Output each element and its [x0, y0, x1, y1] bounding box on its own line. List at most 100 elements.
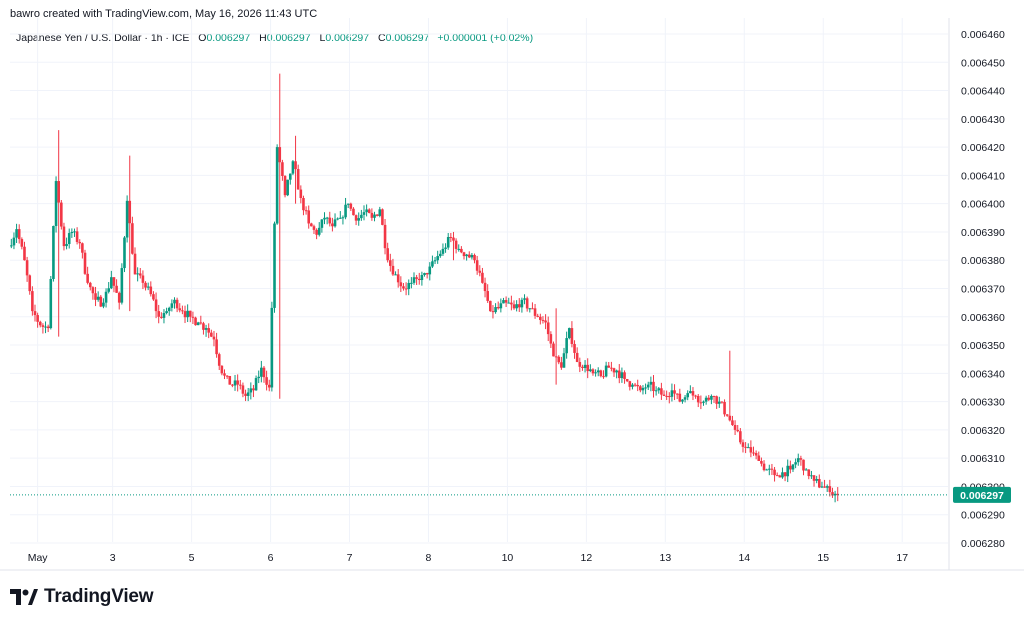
candle — [270, 301, 274, 392]
candle — [823, 479, 826, 488]
candle — [775, 472, 779, 477]
candle — [546, 316, 550, 342]
candle — [836, 487, 840, 502]
candle — [639, 385, 642, 393]
candle — [381, 208, 384, 226]
time-axis: May 3 5 6 7 8 10 12 13 14 15 17 — [0, 552, 1024, 571]
candle — [752, 446, 755, 456]
candle — [75, 227, 79, 245]
candle — [302, 195, 305, 216]
candle — [654, 386, 658, 396]
candle — [65, 237, 68, 250]
candle — [678, 388, 682, 403]
candle — [315, 228, 318, 240]
candle — [23, 241, 26, 261]
candle — [296, 164, 300, 190]
candle — [62, 222, 66, 251]
candle — [539, 313, 542, 325]
candle — [486, 284, 489, 303]
candle — [389, 253, 392, 272]
candle — [507, 297, 511, 304]
candle — [715, 395, 718, 409]
candle — [483, 277, 487, 298]
candle — [357, 212, 361, 226]
candle — [412, 272, 416, 285]
candle — [304, 206, 308, 215]
candle — [320, 219, 324, 233]
candle — [307, 205, 311, 229]
last-price-tag — [953, 486, 1011, 503]
candle — [636, 379, 640, 392]
candle — [454, 238, 458, 254]
candle — [815, 475, 818, 484]
candle — [473, 253, 476, 264]
candle — [810, 470, 813, 479]
candle — [160, 312, 163, 319]
candle — [541, 316, 545, 324]
candle — [275, 144, 279, 225]
candle — [186, 304, 189, 323]
candle — [667, 392, 671, 404]
candle — [33, 304, 37, 322]
candle — [573, 340, 576, 359]
candle — [523, 294, 526, 305]
candle — [757, 451, 761, 462]
candle — [665, 390, 668, 401]
candle — [610, 361, 613, 372]
candle — [210, 329, 213, 338]
x-tick-label: 3 — [110, 552, 116, 564]
candle — [165, 307, 168, 315]
candle — [465, 253, 468, 261]
candle — [425, 272, 429, 279]
candle — [494, 303, 497, 314]
candle — [478, 265, 482, 277]
candle — [191, 311, 195, 325]
candle — [457, 244, 461, 252]
candle — [786, 459, 790, 483]
candle — [607, 362, 611, 368]
candle — [49, 276, 53, 330]
x-tick-label: 12 — [581, 552, 593, 564]
y-tick-label: 0.006410 — [961, 170, 1005, 182]
candle — [470, 253, 474, 260]
candle — [231, 383, 234, 388]
candle — [115, 279, 118, 293]
candle — [723, 399, 726, 417]
candle — [225, 375, 229, 379]
candle — [157, 304, 161, 324]
candle — [617, 364, 621, 384]
candle — [104, 288, 108, 308]
candle — [254, 375, 258, 391]
x-tick-label: May — [28, 552, 49, 564]
candle — [346, 203, 350, 209]
candle — [36, 312, 39, 328]
high-label: H — [259, 32, 267, 44]
candle — [244, 389, 247, 402]
candle — [212, 330, 216, 347]
candle — [602, 370, 605, 379]
candle — [531, 302, 534, 310]
candle — [620, 367, 624, 383]
candle — [644, 383, 647, 395]
candle — [781, 467, 784, 479]
candle — [99, 294, 103, 308]
candle — [441, 243, 445, 256]
candle — [323, 212, 326, 225]
y-tick-label: 0.006330 — [961, 397, 1005, 409]
candle — [652, 375, 655, 398]
candle — [462, 251, 466, 260]
candle — [262, 365, 266, 383]
candle — [44, 321, 47, 334]
x-tick-label: 5 — [189, 552, 195, 564]
candle — [146, 282, 150, 291]
candle — [433, 256, 437, 265]
open-value: 0.006297 — [206, 32, 251, 44]
candle — [517, 298, 521, 312]
candle — [12, 232, 16, 250]
candle — [110, 270, 113, 290]
candle — [349, 202, 353, 212]
candle — [702, 400, 705, 406]
candle — [570, 321, 574, 348]
candles — [10, 73, 840, 503]
